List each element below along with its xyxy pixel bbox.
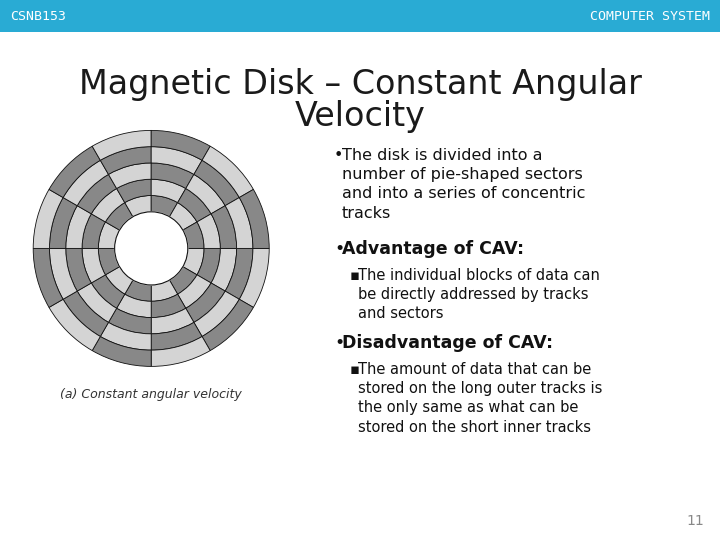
Text: Velocity: Velocity [294,100,426,133]
Wedge shape [117,294,151,318]
Wedge shape [151,308,194,334]
Wedge shape [49,299,100,350]
Wedge shape [211,206,237,248]
Wedge shape [202,299,253,350]
Wedge shape [151,336,210,367]
Wedge shape [211,248,237,291]
Wedge shape [125,195,151,217]
Wedge shape [49,146,100,198]
Wedge shape [151,294,186,318]
Wedge shape [151,147,202,174]
Text: The individual blocks of data can
be directly addressed by tracks
and sectors: The individual blocks of data can be dir… [358,268,600,321]
Wedge shape [77,283,117,322]
Wedge shape [151,179,186,202]
Text: CSNB153: CSNB153 [10,10,66,23]
Text: Magnetic Disk – Constant Angular: Magnetic Disk – Constant Angular [78,68,642,101]
Wedge shape [151,130,210,160]
Wedge shape [99,248,120,275]
Text: 11: 11 [686,514,704,528]
Wedge shape [186,174,225,214]
Wedge shape [151,322,202,350]
Wedge shape [100,322,151,350]
Text: COMPUTER SYSTEM: COMPUTER SYSTEM [590,10,710,23]
Wedge shape [178,275,211,308]
Wedge shape [109,308,151,334]
Wedge shape [77,174,117,214]
Wedge shape [66,206,91,248]
Wedge shape [105,202,133,230]
Wedge shape [194,291,239,336]
Text: •: • [334,148,343,163]
Text: The disk is divided into a
number of pie-shaped sectors
and into a series of con: The disk is divided into a number of pie… [342,148,585,221]
Wedge shape [63,291,109,336]
Wedge shape [91,188,125,222]
Wedge shape [117,179,151,202]
Text: (a) Constant angular velocity: (a) Constant angular velocity [60,388,242,401]
Text: •: • [334,334,344,352]
Text: Advantage of CAV:: Advantage of CAV: [342,240,524,258]
Wedge shape [82,248,105,283]
Wedge shape [197,248,220,283]
Text: ▪: ▪ [350,362,360,377]
Wedge shape [239,190,269,248]
Wedge shape [100,147,151,174]
Wedge shape [125,280,151,301]
Wedge shape [197,214,220,248]
Wedge shape [194,160,239,206]
Wedge shape [151,280,178,301]
Wedge shape [109,163,151,188]
Circle shape [114,212,188,285]
Wedge shape [239,248,269,307]
Text: •: • [334,240,344,258]
Wedge shape [105,267,133,294]
Bar [0,0,720,32]
Wedge shape [66,248,91,291]
Text: ▪: ▪ [350,268,360,283]
Wedge shape [151,163,194,188]
Wedge shape [178,188,211,222]
Text: Disadvantage of CAV:: Disadvantage of CAV: [342,334,553,352]
Wedge shape [99,222,120,248]
Text: The amount of data that can be
stored on the long outer tracks is
the only same : The amount of data that can be stored on… [358,362,603,435]
Wedge shape [92,336,151,367]
Wedge shape [33,248,63,307]
Wedge shape [183,222,204,248]
Wedge shape [169,202,197,230]
Wedge shape [202,146,253,198]
Wedge shape [50,248,77,299]
Wedge shape [92,130,151,160]
Wedge shape [186,283,225,322]
Wedge shape [63,160,109,206]
Wedge shape [183,248,204,275]
Wedge shape [91,275,125,308]
Wedge shape [225,198,253,248]
Wedge shape [82,214,105,248]
Wedge shape [151,195,178,217]
Wedge shape [50,198,77,248]
Wedge shape [225,248,253,299]
Wedge shape [33,190,63,248]
Wedge shape [169,267,197,294]
